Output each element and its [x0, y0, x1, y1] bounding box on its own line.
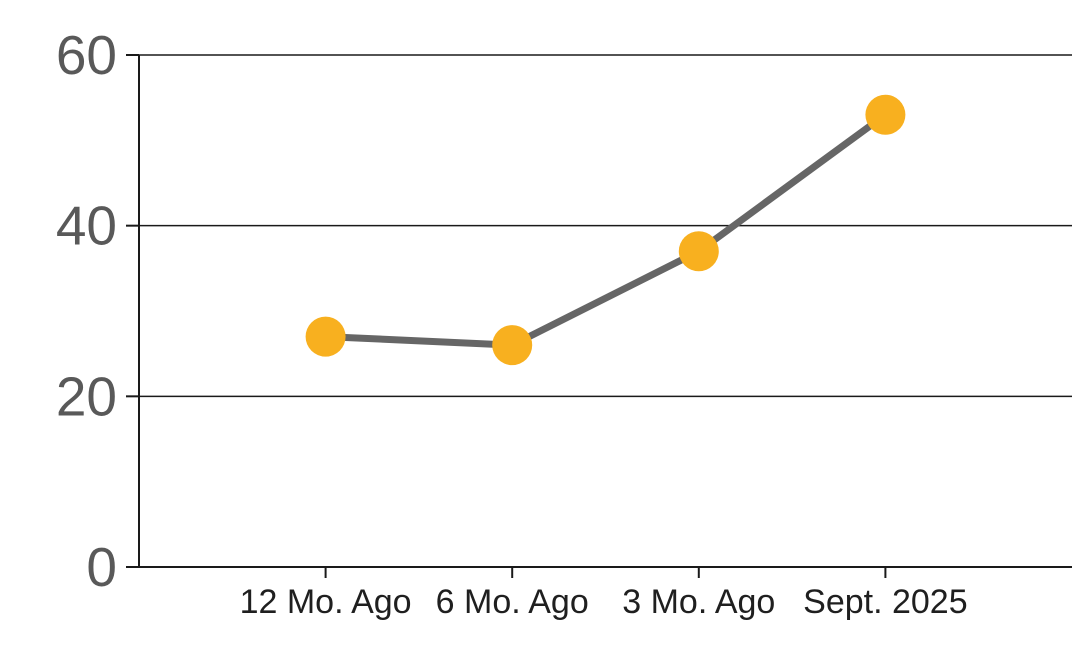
y-tick-label: 60 — [56, 24, 117, 86]
data-point — [678, 231, 719, 272]
data-point — [492, 325, 533, 366]
data-point — [305, 316, 346, 357]
y-tick-label: 0 — [86, 536, 117, 598]
y-tick-label: 40 — [56, 195, 117, 257]
x-tick-label: 6 Mo. Ago — [436, 583, 589, 621]
data-point — [865, 94, 906, 135]
x-tick-label: 12 Mo. Ago — [240, 583, 412, 621]
series-line — [322, 111, 889, 349]
x-tick-label: Sept. 2025 — [803, 583, 967, 621]
x-tick-label: 3 Mo. Ago — [622, 583, 775, 621]
y-tick-label: 20 — [56, 365, 117, 427]
